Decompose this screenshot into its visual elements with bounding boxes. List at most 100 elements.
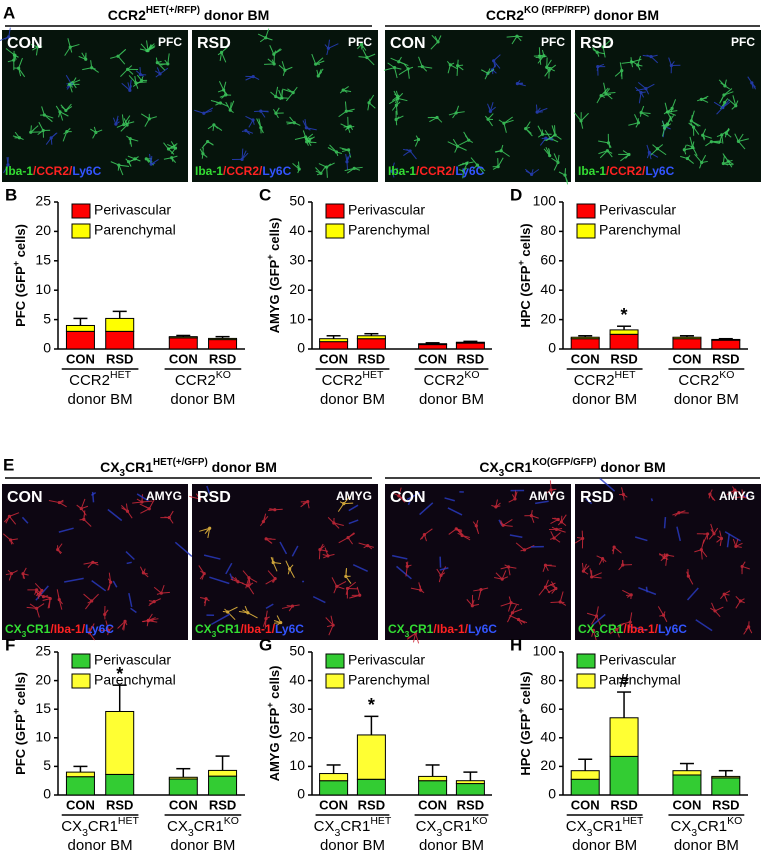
- cell-process: [503, 116, 513, 124]
- cell-body: [326, 46, 330, 50]
- cell-body: [345, 160, 349, 164]
- cell-body: [64, 108, 68, 113]
- panel-letter: H: [510, 635, 522, 654]
- cell-body: [342, 502, 346, 506]
- cell-body: [709, 140, 713, 144]
- cell: [459, 131, 474, 146]
- micrograph: [2, 30, 188, 182]
- cell-body: [42, 113, 46, 117]
- cell: [64, 38, 80, 56]
- cell-process: [418, 56, 423, 67]
- cell: [5, 569, 18, 581]
- cell: [601, 39, 613, 58]
- bar-segment: [319, 338, 349, 343]
- vessel: [35, 585, 49, 601]
- cell-process: [406, 632, 416, 640]
- cell: [484, 113, 494, 127]
- text-part: CX: [416, 818, 437, 835]
- cell-process: [108, 572, 112, 583]
- legend-swatch: [576, 223, 596, 239]
- cell: [327, 517, 344, 529]
- y-tick-label: 10: [35, 729, 51, 745]
- cell-body: [264, 36, 268, 40]
- stain-label: Iba-1/CCR2/Ly6C: [195, 164, 292, 178]
- cell-process: [199, 527, 210, 532]
- cell: [62, 127, 72, 142]
- text-part: KO: [727, 815, 742, 827]
- cell-process: [128, 75, 137, 84]
- cell-process: [394, 67, 398, 79]
- text-part: Ly6C: [262, 164, 291, 178]
- x-tick-label: CON: [571, 797, 600, 812]
- cell: [139, 566, 149, 578]
- cell-body: [636, 121, 641, 125]
- cell-body: [538, 55, 542, 59]
- cell: [402, 148, 417, 160]
- cell-process: [48, 499, 60, 504]
- cell-process: [415, 633, 420, 644]
- y-tick-label: 40: [289, 222, 305, 238]
- cell: [302, 119, 317, 131]
- cell: [344, 166, 363, 174]
- cell: [142, 619, 158, 627]
- cell: [618, 560, 633, 571]
- cell-process: [34, 582, 43, 591]
- text-part: /Iba-1/: [433, 622, 468, 636]
- cell-process: [18, 67, 26, 78]
- x-tick-label: RSD: [106, 351, 133, 366]
- cell: [117, 619, 128, 631]
- group-sublabel: donor BM: [320, 837, 385, 853]
- cell-process: [118, 164, 130, 167]
- cell: [413, 135, 421, 147]
- cell-body: [639, 111, 643, 115]
- group-sublabel: donor BM: [572, 837, 637, 853]
- cell-process: [410, 587, 421, 591]
- cell: [417, 56, 433, 72]
- vessel: [650, 498, 654, 502]
- cell: [642, 54, 659, 64]
- cell-body: [513, 497, 517, 501]
- cell: [21, 567, 29, 579]
- cell-body: [544, 136, 548, 140]
- cell-body: [305, 140, 309, 144]
- text-part: AMYG (GFP: [267, 707, 282, 781]
- bar-segment: [455, 341, 485, 344]
- cell-body: [530, 172, 534, 176]
- image-condition: RSD: [197, 35, 231, 52]
- cell: [217, 81, 229, 96]
- text-part: HPC (GFP: [518, 265, 533, 327]
- cell: [56, 543, 63, 555]
- cell: [515, 542, 535, 552]
- cell-body: [470, 604, 474, 608]
- bar-segment: [105, 330, 135, 350]
- cell-body: [712, 532, 716, 536]
- group-sublabel: donor BM: [674, 391, 739, 408]
- cell: [199, 147, 208, 159]
- cell: [225, 100, 235, 114]
- cell: [596, 555, 607, 565]
- cell: [558, 168, 569, 185]
- group-title: CX3CR1HET(+/GFP) donor BM: [100, 457, 277, 479]
- cell-body: [297, 167, 301, 171]
- cell-body: [306, 500, 310, 504]
- cell-body: [701, 133, 705, 137]
- bar-segment: [208, 337, 238, 341]
- cell-body: [492, 59, 496, 63]
- cell-process: [82, 67, 92, 71]
- cell: [718, 79, 730, 90]
- cell: [344, 568, 352, 584]
- cell-process: [397, 97, 408, 102]
- cell: [90, 126, 103, 139]
- cell: [598, 133, 612, 149]
- cell: [614, 62, 624, 80]
- y-tick-label: 40: [540, 729, 556, 745]
- cell-body: [629, 593, 633, 597]
- cell-body: [41, 595, 46, 599]
- cell: [45, 132, 58, 145]
- cell: [538, 579, 556, 596]
- text-part: /CCR2/: [416, 164, 456, 178]
- bar-segment: [356, 778, 386, 796]
- image-region: AMYG: [146, 489, 182, 503]
- text-part: 3: [334, 827, 340, 839]
- cell-process: [91, 593, 99, 602]
